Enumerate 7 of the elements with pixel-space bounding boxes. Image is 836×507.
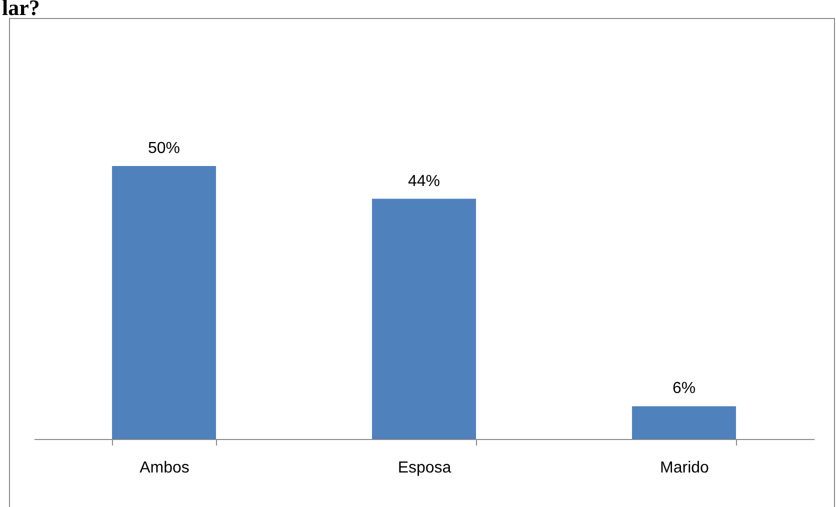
chart-title: lar? bbox=[2, 0, 40, 20]
x-tick-label: Marido bbox=[660, 460, 710, 476]
data-label: 44% bbox=[408, 172, 440, 190]
data-label: 50% bbox=[148, 140, 180, 157]
x-tick-label: Ambos bbox=[140, 460, 190, 476]
x-tick-label: Esposa bbox=[398, 460, 452, 476]
data-label: 6% bbox=[672, 380, 696, 398]
